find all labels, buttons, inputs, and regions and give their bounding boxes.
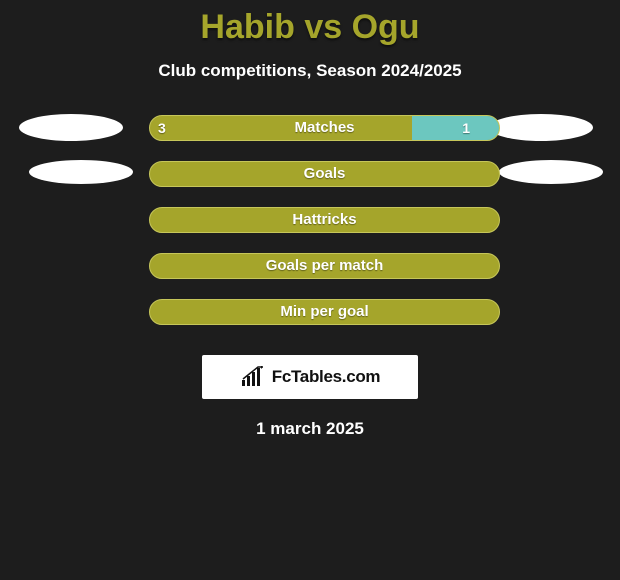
stat-row: Goals xyxy=(10,161,610,207)
figure-date: 1 march 2025 xyxy=(0,419,620,439)
stat-label: Goals per match xyxy=(149,253,500,279)
page-title: Habib vs Ogu xyxy=(0,0,620,47)
stat-label: Goals xyxy=(149,161,500,187)
stat-value-right: 1 xyxy=(462,115,470,141)
comparison-chart: Matches3 1 Goals Hattricks Goals per match Mi… xyxy=(10,115,610,345)
player-right-oval xyxy=(489,114,593,141)
stat-label: Matches xyxy=(149,115,500,141)
stat-label: Min per goal xyxy=(149,299,500,325)
source-logo-text: FcTables.com xyxy=(272,367,381,387)
page-subtitle: Club competitions, Season 2024/2025 xyxy=(0,61,620,81)
chart-bars-icon xyxy=(240,366,268,388)
source-logo: FcTables.com xyxy=(202,355,418,399)
stat-row: Goals per match xyxy=(10,253,610,299)
player-left-oval xyxy=(29,160,133,184)
stat-value-left: 3 xyxy=(158,115,166,141)
stat-row: Hattricks xyxy=(10,207,610,253)
player-left-oval xyxy=(19,114,123,141)
stat-row: Matches3 1 xyxy=(10,115,610,161)
stat-row: Min per goal xyxy=(10,299,610,345)
player-right-oval xyxy=(499,160,603,184)
stat-label: Hattricks xyxy=(149,207,500,233)
